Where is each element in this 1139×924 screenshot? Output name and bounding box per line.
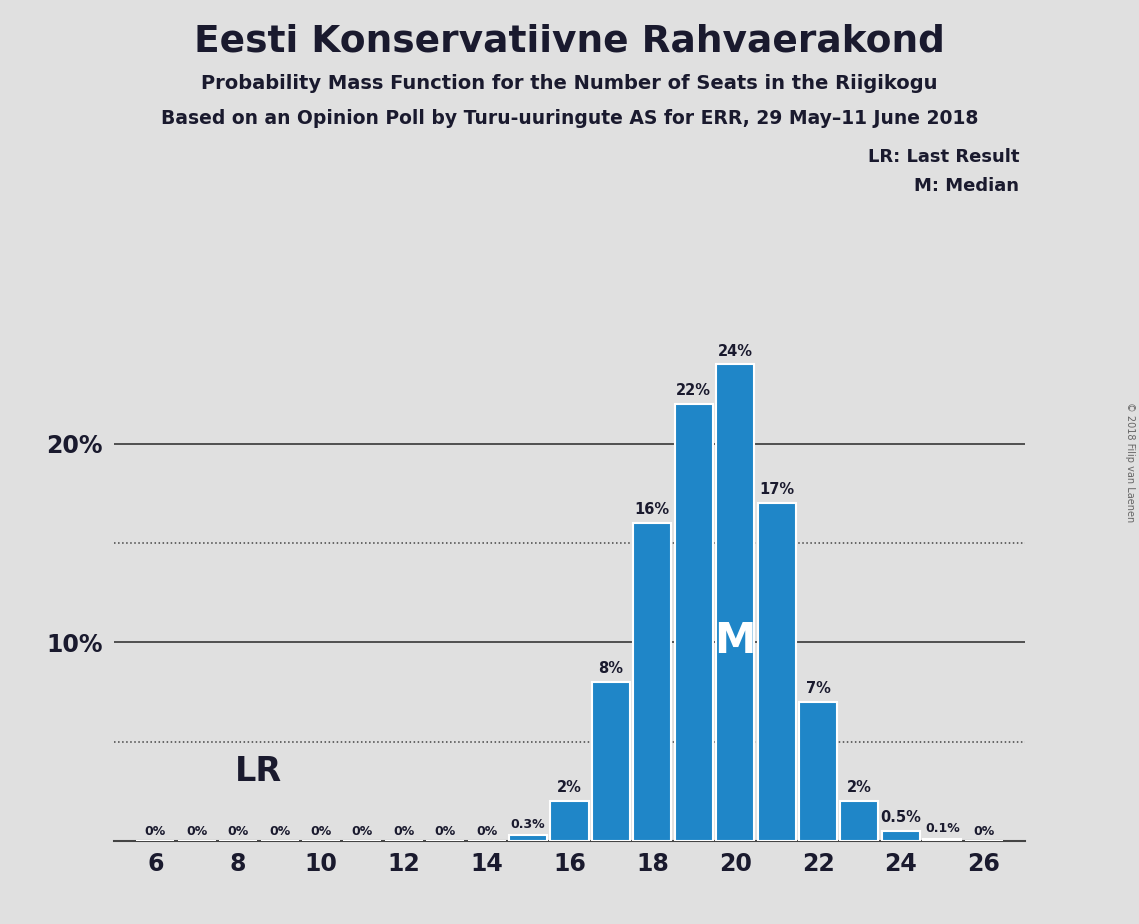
- Text: 0%: 0%: [352, 825, 374, 838]
- Text: 0.3%: 0.3%: [510, 818, 546, 831]
- Bar: [882, 831, 920, 841]
- Text: 0%: 0%: [435, 825, 456, 838]
- Text: 2%: 2%: [557, 780, 582, 796]
- Bar: [633, 523, 671, 841]
- Text: 24%: 24%: [718, 344, 753, 359]
- Bar: [592, 682, 630, 841]
- Text: 16%: 16%: [634, 503, 670, 517]
- Bar: [841, 801, 878, 841]
- Text: 0%: 0%: [186, 825, 207, 838]
- Text: 0%: 0%: [310, 825, 331, 838]
- Text: 0.1%: 0.1%: [925, 821, 960, 835]
- Text: 17%: 17%: [759, 482, 794, 497]
- Text: Based on an Opinion Poll by Turu-uuringute AS for ERR, 29 May–11 June 2018: Based on an Opinion Poll by Turu-uuringu…: [161, 109, 978, 128]
- Bar: [716, 364, 754, 841]
- Text: Eesti Konservatiivne Rahvaerakond: Eesti Konservatiivne Rahvaerakond: [194, 23, 945, 59]
- Text: M: Median: M: Median: [915, 177, 1019, 195]
- Text: 0%: 0%: [228, 825, 248, 838]
- Text: 0%: 0%: [973, 825, 994, 838]
- Bar: [757, 504, 796, 841]
- Text: LR: Last Result: LR: Last Result: [868, 148, 1019, 165]
- Bar: [674, 404, 713, 841]
- Text: 0%: 0%: [145, 825, 166, 838]
- Text: LR: LR: [236, 755, 282, 788]
- Bar: [509, 835, 547, 841]
- Text: 8%: 8%: [598, 661, 623, 676]
- Text: 0.5%: 0.5%: [880, 810, 921, 825]
- Text: 0%: 0%: [476, 825, 498, 838]
- Text: 2%: 2%: [847, 780, 871, 796]
- Text: Probability Mass Function for the Number of Seats in the Riigikogu: Probability Mass Function for the Number…: [202, 74, 937, 93]
- Text: M: M: [714, 620, 756, 662]
- Bar: [550, 801, 589, 841]
- Text: 7%: 7%: [805, 681, 830, 696]
- Bar: [924, 839, 961, 841]
- Text: 22%: 22%: [677, 383, 711, 398]
- Text: © 2018 Filip van Laenen: © 2018 Filip van Laenen: [1125, 402, 1134, 522]
- Text: 0%: 0%: [393, 825, 415, 838]
- Text: 0%: 0%: [269, 825, 290, 838]
- Bar: [798, 702, 837, 841]
